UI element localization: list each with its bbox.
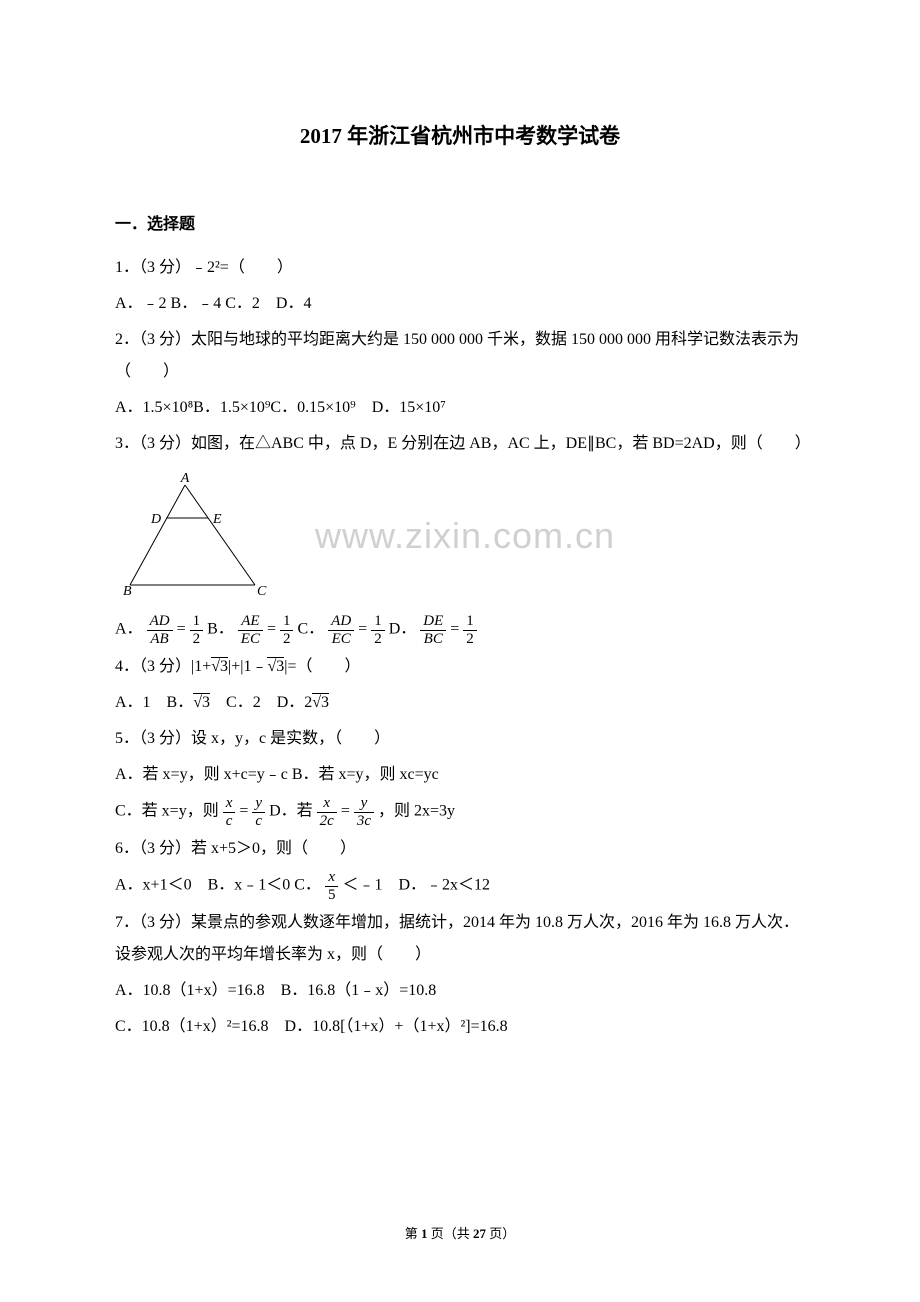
label-d: D bbox=[150, 512, 161, 527]
label-b: B bbox=[123, 584, 132, 599]
question-1: 1．（3 分）﹣2²=（ ） bbox=[115, 252, 805, 284]
page-footer: 第 1 页（共 27 页） bbox=[0, 1223, 920, 1242]
opt-a-label: A． bbox=[115, 621, 143, 638]
watermark: www.zixin.com.cn bbox=[315, 515, 615, 557]
frac-half-4: 12 bbox=[463, 613, 477, 647]
frac-yc: yc bbox=[252, 795, 265, 829]
triangle-svg: A B C D E bbox=[115, 470, 295, 600]
eq: = bbox=[177, 621, 186, 638]
frac-half-2: 12 bbox=[280, 613, 294, 647]
opt-d-label: D． bbox=[389, 621, 417, 638]
question-6-options: A．x+1＜0 B．x﹣1＜0 C． x5 ＜﹣1 D．﹣2x＜12 bbox=[115, 869, 805, 903]
page-title: 2017 年浙江省杭州市中考数学试卷 bbox=[115, 120, 805, 150]
opt-c-label: C． bbox=[297, 621, 324, 638]
question-2-options: A．1.5×10⁸B．1.5×10⁹C．0.15×10⁹ D．15×10⁷ bbox=[115, 392, 805, 424]
question-7-line2: A．10.8（1+x）=16.8 B．16.8（1﹣x）=10.8 bbox=[115, 975, 805, 1007]
frac-x2c: x2c bbox=[317, 795, 337, 829]
triangle-figure: www.zixin.com.cn A B C D E bbox=[115, 470, 805, 605]
question-4: 4．（3 分）|1+√3|+|1﹣√3|=（ ） bbox=[115, 651, 805, 683]
question-3: 3．（3 分）如图，在△ABC 中，点 D，E 分别在边 AB，AC 上，DE∥… bbox=[115, 428, 805, 460]
eq: = bbox=[450, 621, 459, 638]
label-c: C bbox=[257, 584, 267, 599]
frac-y3c: y3c bbox=[354, 795, 374, 829]
frac-ad-ab: ADAB bbox=[147, 613, 173, 647]
question-7-line3: C．10.8（1+x）²=16.8 D．10.8[（1+x）+（1+x）²]=1… bbox=[115, 1011, 805, 1043]
frac-half-3: 12 bbox=[371, 613, 385, 647]
frac-x5: x5 bbox=[325, 869, 339, 903]
frac-xc: xc bbox=[223, 795, 236, 829]
question-7: 7．（3 分）某景点的参观人数逐年增加，据统计，2014 年为 10.8 万人次… bbox=[115, 907, 805, 971]
label-a: A bbox=[180, 471, 190, 486]
frac-ae-ec: AEEC bbox=[238, 613, 263, 647]
opt-b-label: B． bbox=[207, 621, 234, 638]
question-1-options: A．﹣2 B．﹣4 C．2 D．4 bbox=[115, 288, 805, 320]
question-5: 5．（3 分）设 x，y，c 是实数，（ ） bbox=[115, 723, 805, 755]
question-5-line3: C．若 x=y，则 xc = yc D．若 x2c = y3c ，则 2x=3y bbox=[115, 795, 805, 829]
frac-ad-ec: ADEC bbox=[328, 613, 354, 647]
question-3-options: A． ADAB = 12 B． AEEC = 12 C． ADEC = 12 D… bbox=[115, 613, 805, 647]
frac-de-bc: DEBC bbox=[420, 613, 446, 647]
question-6: 6．（3 分）若 x+5＞0，则（ ） bbox=[115, 833, 805, 865]
frac-half-1: 12 bbox=[190, 613, 204, 647]
section-header: 一．选择题 bbox=[115, 210, 805, 234]
question-5-line2: A．若 x=y，则 x+c=y﹣c B．若 x=y，则 xc=yc bbox=[115, 759, 805, 791]
question-4-options: A．1 B．√3 C．2 D．2√3 bbox=[115, 687, 805, 719]
label-e: E bbox=[212, 512, 222, 527]
eq: = bbox=[358, 621, 367, 638]
eq: = bbox=[267, 621, 276, 638]
question-2: 2．（3 分）太阳与地球的平均距离大约是 150 000 000 千米，数据 1… bbox=[115, 324, 805, 388]
